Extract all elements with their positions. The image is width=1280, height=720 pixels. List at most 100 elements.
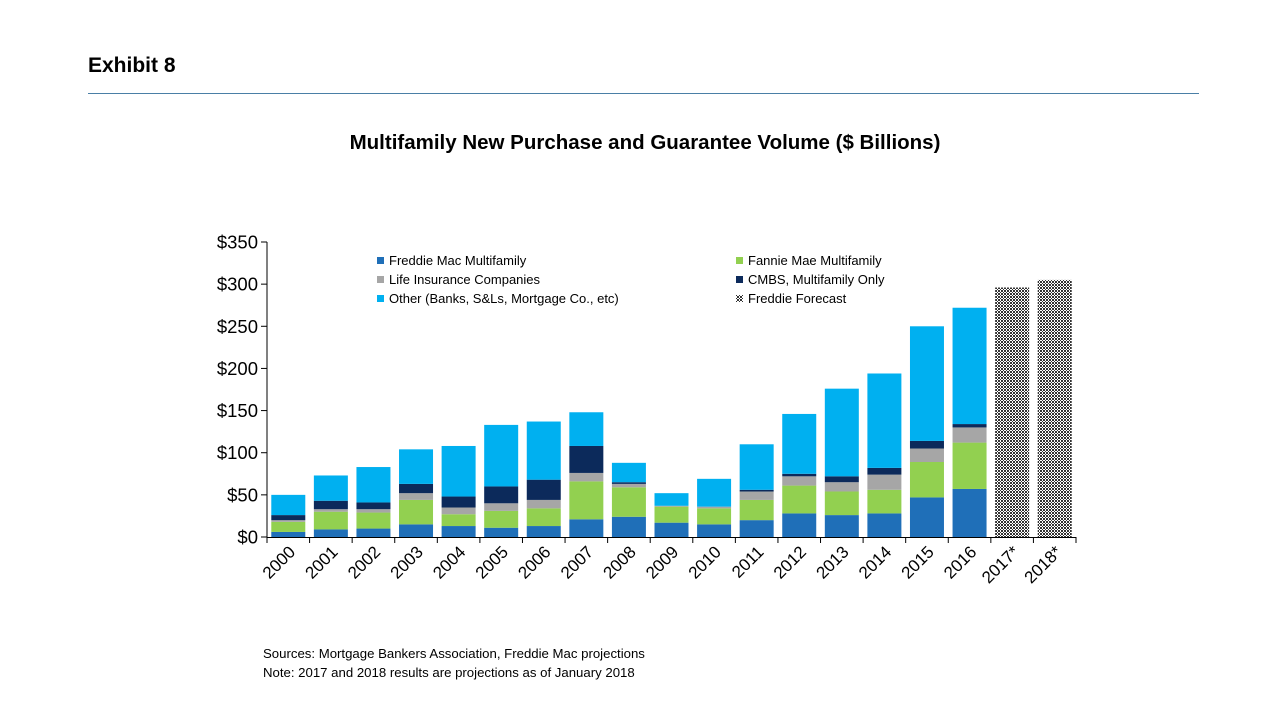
footnotes: Sources: Mortgage Bankers Association, F…	[263, 644, 645, 682]
bar-2004-fannie-mae-multifamily	[441, 514, 476, 527]
bar-2018-freddie-forecast	[1037, 279, 1072, 537]
bar-2010-freddie-mac-multifamily	[697, 524, 732, 537]
bar-2013-cmbs-multifamily-only	[824, 476, 859, 483]
bar-2008-freddie-mac-multifamily	[611, 516, 646, 537]
bar-2010-life-insurance-companies	[697, 506, 732, 509]
bar-2008-fannie-mae-multifamily	[611, 487, 646, 517]
bar-2006-other-banks-s-ls-mortgage-co-etc	[526, 421, 561, 480]
legend-swatch-freddie-mac-multifamily	[377, 257, 384, 264]
bar-2014-fannie-mae-multifamily	[867, 489, 902, 514]
legend-label-freddie-forecast: Freddie Forecast	[748, 291, 847, 306]
bar-2010-fannie-mae-multifamily	[697, 508, 732, 525]
x-tick-label-2011: 2011	[728, 542, 767, 581]
bar-2014-cmbs-multifamily-only	[867, 467, 902, 475]
bar-2004-life-insurance-companies	[441, 507, 476, 515]
bar-2016-other-banks-s-ls-mortgage-co-etc	[952, 307, 987, 425]
bar-2003-life-insurance-companies	[399, 493, 434, 500]
bar-2003-freddie-mac-multifamily	[399, 524, 434, 537]
bar-2011-cmbs-multifamily-only	[739, 489, 774, 492]
x-tick-label-2002: 2002	[344, 542, 384, 582]
bar-2001-cmbs-multifamily-only	[313, 500, 348, 510]
bar-2001-fannie-mae-multifamily	[313, 511, 348, 530]
x-tick-label-2007: 2007	[557, 542, 597, 582]
bar-2012-life-insurance-companies	[782, 476, 817, 486]
legend-label-cmbs-multifamily-only: CMBS, Multifamily Only	[748, 272, 885, 287]
bar-2002-fannie-mae-multifamily	[356, 512, 391, 529]
header-divider	[88, 93, 1199, 94]
x-tick-label-2000: 2000	[259, 542, 299, 582]
legend-swatch-cmbs-multifamily-only	[736, 276, 743, 283]
bar-2003-other-banks-s-ls-mortgage-co-etc	[399, 449, 434, 484]
x-tick-label-2009: 2009	[642, 542, 682, 582]
bar-2013-freddie-mac-multifamily	[824, 515, 859, 537]
y-tick-label: $50	[227, 484, 258, 505]
bar-2015-other-banks-s-ls-mortgage-co-etc	[909, 326, 944, 441]
bar-2007-other-banks-s-ls-mortgage-co-etc	[569, 412, 604, 446]
x-tick-label-2004: 2004	[429, 542, 469, 582]
bar-2016-freddie-mac-multifamily	[952, 488, 987, 537]
bar-2011-fannie-mae-multifamily	[739, 499, 774, 521]
y-tick-label: $150	[217, 400, 258, 421]
bar-2013-life-insurance-companies	[824, 482, 859, 492]
bar-2012-fannie-mae-multifamily	[782, 485, 817, 514]
y-tick-label: $350	[217, 232, 258, 253]
bar-2015-life-insurance-companies	[909, 448, 944, 462]
x-tick-label-2016: 2016	[940, 542, 980, 582]
x-tick-label-2015: 2015	[898, 542, 938, 582]
bar-2013-other-banks-s-ls-mortgage-co-etc	[824, 388, 859, 477]
bar-2007-freddie-mac-multifamily	[569, 519, 604, 537]
bar-2001-freddie-mac-multifamily	[313, 529, 348, 537]
x-tick-label-2010: 2010	[685, 542, 725, 582]
legend-swatch-other-banks-s-ls-mortgage-co-etc	[377, 295, 384, 302]
x-tick-label-2008: 2008	[600, 542, 640, 582]
bar-2002-freddie-mac-multifamily	[356, 528, 391, 537]
bar-2000-life-insurance-companies	[271, 520, 306, 522]
bar-2009-freddie-mac-multifamily	[654, 522, 689, 537]
legend: Freddie Mac Multifamily Fannie Mae Multif…	[377, 253, 885, 306]
legend-swatch-life-insurance-companies	[377, 276, 384, 283]
legend-label-freddie-mac-multifamily: Freddie Mac Multifamily	[389, 253, 527, 268]
bar-2015-freddie-mac-multifamily	[909, 497, 944, 537]
bar-2011-freddie-mac-multifamily	[739, 520, 774, 537]
bar-2005-other-banks-s-ls-mortgage-co-etc	[484, 424, 519, 487]
bar-2014-freddie-mac-multifamily	[867, 513, 902, 537]
bar-2008-other-banks-s-ls-mortgage-co-etc	[611, 462, 646, 483]
bar-2012-other-banks-s-ls-mortgage-co-etc	[782, 413, 817, 474]
bar-2006-cmbs-multifamily-only	[526, 479, 561, 500]
x-tick-label-2003: 2003	[387, 542, 427, 582]
y-tick-label: $200	[217, 358, 258, 379]
x-tick-label-2001: 2001	[302, 542, 342, 582]
x-tick-label-2006: 2006	[514, 542, 554, 582]
y-tick-label: $300	[217, 274, 258, 295]
bar-2005-freddie-mac-multifamily	[484, 527, 519, 537]
bar-2014-life-insurance-companies	[867, 474, 902, 490]
bar-2011-other-banks-s-ls-mortgage-co-etc	[739, 444, 774, 490]
bar-2013-fannie-mae-multifamily	[824, 491, 859, 516]
bar-2015-cmbs-multifamily-only	[909, 440, 944, 449]
legend-label-life-insurance-companies: Life Insurance Companies	[389, 272, 541, 287]
bar-2004-other-banks-s-ls-mortgage-co-etc	[441, 445, 476, 497]
x-tick-label-2014: 2014	[855, 542, 895, 582]
legend-label-fannie-mae-multifamily: Fannie Mae Multifamily	[748, 253, 882, 268]
bar-2016-fannie-mae-multifamily	[952, 442, 987, 489]
y-tick-label: $0	[237, 527, 258, 548]
bar-2007-fannie-mae-multifamily	[569, 481, 604, 520]
x-tick-label-2005: 2005	[472, 542, 512, 582]
bar-2016-life-insurance-companies	[952, 427, 987, 443]
bar-2001-life-insurance-companies	[313, 509, 348, 512]
bar-2001-other-banks-s-ls-mortgage-co-etc	[313, 475, 348, 501]
bar-2000-cmbs-multifamily-only	[271, 515, 306, 521]
bar-2012-cmbs-multifamily-only	[782, 473, 817, 477]
bar-2002-other-banks-s-ls-mortgage-co-etc	[356, 467, 391, 503]
bar-2005-cmbs-multifamily-only	[484, 486, 519, 504]
bar-2003-cmbs-multifamily-only	[399, 483, 434, 494]
bar-2000-freddie-mac-multifamily	[271, 531, 306, 537]
bar-2006-freddie-mac-multifamily	[526, 526, 561, 537]
bar-2009-life-insurance-companies	[654, 505, 689, 507]
bar-2008-life-insurance-companies	[611, 483, 646, 488]
y-tick-label: $250	[217, 316, 258, 337]
bar-2004-freddie-mac-multifamily	[441, 526, 476, 537]
x-tick-label-2018: 2018*	[1021, 542, 1066, 587]
x-tick-label-2012: 2012	[770, 542, 810, 582]
